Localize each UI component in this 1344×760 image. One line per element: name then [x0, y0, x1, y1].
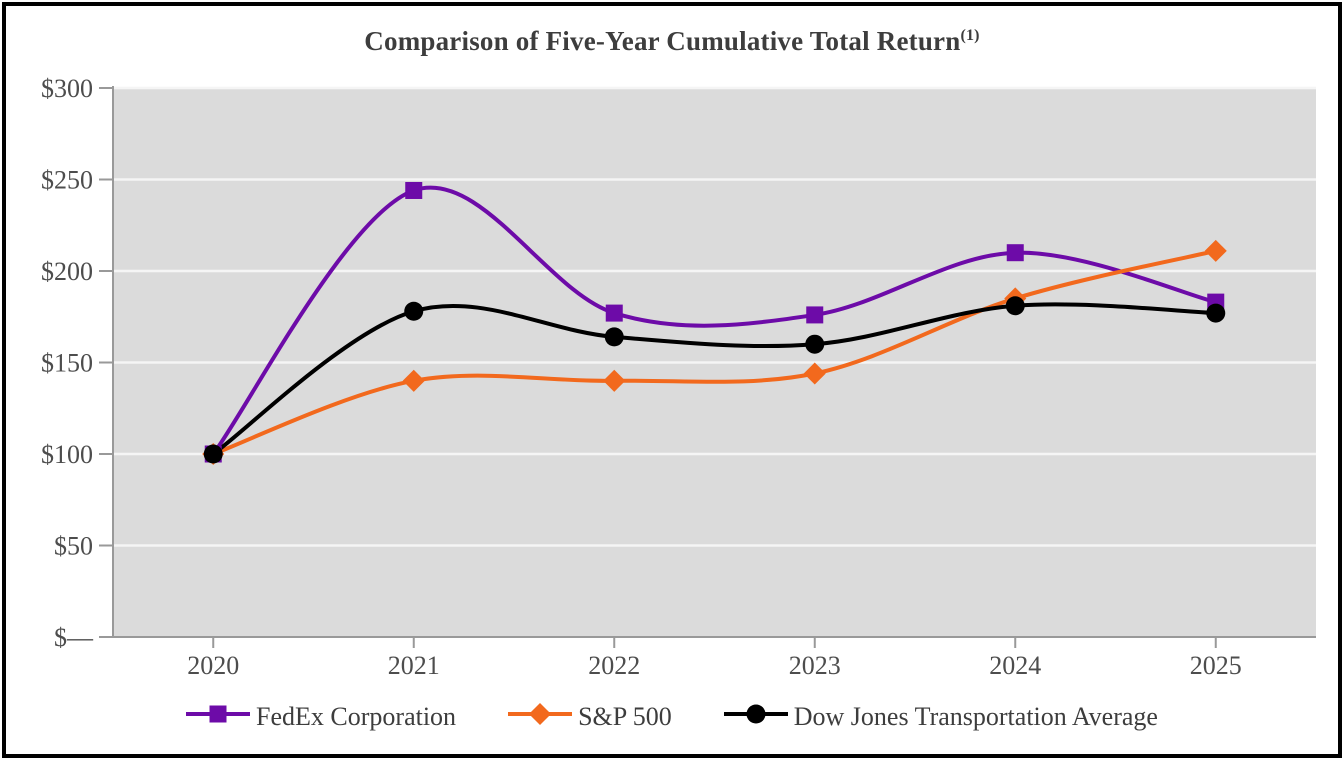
x-axis-label: 2025 — [1190, 651, 1242, 680]
series-s-p-500-marker-diamond — [603, 369, 626, 392]
legend-diamond-marker — [529, 702, 552, 726]
chart-title-text: Comparison of Five-Year Cumulative Total… — [364, 26, 961, 56]
series-dow-jones-transportation-average-marker-circle — [604, 327, 624, 347]
legend-marker-circle-icon — [723, 700, 788, 733]
x-axis-label: 2021 — [388, 651, 440, 680]
y-axis-label: $100 — [41, 440, 93, 469]
chart-title-footnote-ref: (1) — [960, 27, 980, 44]
series-fedex-corporation-marker-square — [405, 181, 423, 199]
series-fedex-corporation-marker-square — [605, 304, 623, 322]
y-axis-label: $150 — [41, 349, 93, 378]
chart-title: Comparison of Five-Year Cumulative Total… — [0, 26, 1344, 57]
series-dow-jones-transportation-average-marker-circle — [1206, 303, 1226, 323]
legend-square-marker — [209, 705, 227, 723]
legend-marker-diamond-icon — [508, 700, 573, 733]
x-axis-label: 2024 — [989, 651, 1041, 680]
y-axis-label: $250 — [41, 166, 93, 195]
series-dow-jones-transportation-average-marker-circle — [1005, 296, 1025, 316]
x-axis-label: 2023 — [789, 651, 841, 680]
series-dow-jones-transportation-average-marker-circle — [805, 334, 825, 354]
chart-legend: FedEx Corporation S&P 500 Dow Jones Tran… — [0, 700, 1344, 733]
series-dow-jones-transportation-average-marker-circle — [404, 301, 424, 321]
series-fedex-corporation-marker-square — [1006, 244, 1024, 262]
y-axis-label: $— — [54, 623, 94, 652]
series-fedex-corporation-marker-square — [806, 306, 824, 324]
legend-label: Dow Jones Transportation Average — [793, 701, 1158, 731]
legend-item-dow-jones-transportation-average: Dow Jones Transportation Average — [723, 700, 1158, 733]
legend-label: FedEx Corporation — [256, 701, 457, 731]
legend-item-fedex-corporation: FedEx Corporation — [186, 700, 456, 733]
series-line-s-p-500 — [211, 248, 1218, 456]
legend-item-sp500: S&P 500 — [508, 700, 672, 733]
series-line-fedex-corporation — [211, 185, 1218, 456]
y-axis-label: $200 — [41, 257, 93, 286]
x-axis-label: 2020 — [187, 651, 239, 680]
y-axis-label: $50 — [54, 532, 93, 561]
legend-marker-square-icon — [186, 700, 251, 733]
x-axis-label: 2022 — [588, 651, 640, 680]
y-axis-label: $300 — [41, 74, 93, 103]
series-dow-jones-transportation-average-marker-circle — [203, 444, 223, 464]
legend-circle-marker — [746, 704, 766, 724]
series-s-p-500-marker-diamond — [402, 369, 425, 392]
legend-label: S&P 500 — [578, 701, 672, 731]
series-line-dow-jones-transportation-average — [211, 302, 1218, 456]
